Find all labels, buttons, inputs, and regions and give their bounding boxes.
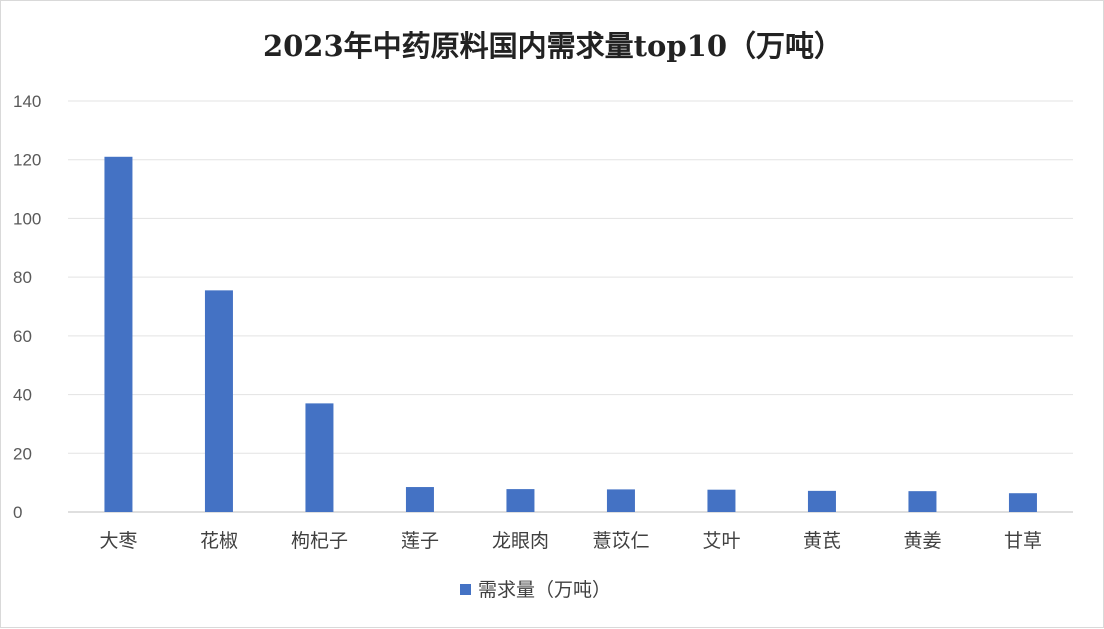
x-category-label: 甘草 [1004,530,1042,552]
x-category-label: 枸杞子 [291,530,348,552]
gridlines [68,100,1073,513]
y-tick-label: 80 [13,268,32,287]
bars [104,156,1037,512]
y-tick-label: 60 [13,327,32,346]
x-category-label: 莲子 [401,530,439,552]
y-tick-label: 120 [13,151,41,170]
y-tick-label: 0 [13,503,22,522]
x-category-label: 薏苡仁 [592,530,649,552]
y-tick-label: 100 [13,209,41,228]
x-axis-categories: 大枣 花椒 枸杞子 莲子 龙眼肉 薏苡仁 艾叶 黄芪 黄姜 甘草 [99,530,1042,552]
x-category-label: 艾叶 [702,530,740,552]
x-category-label: 黄芪 [803,530,841,552]
chart-title: 2023年中药原料国内需求量top10（万吨） [262,29,844,63]
bar[interactable] [807,490,836,512]
y-tick-label: 140 [13,92,41,111]
bar[interactable] [606,489,635,512]
bar[interactable] [908,491,937,512]
bar[interactable] [204,290,233,512]
legend-label: 需求量（万吨） [478,579,611,601]
bar[interactable] [707,489,736,512]
bar[interactable] [104,156,133,512]
legend[interactable]: 需求量（万吨） [460,579,611,601]
bar[interactable] [305,403,334,512]
x-category-label: 黄姜 [903,530,941,552]
y-tick-label: 20 [13,444,32,463]
legend-swatch [460,584,471,595]
bar[interactable] [1008,493,1037,512]
bar[interactable] [506,489,535,512]
y-axis-ticks: 0 20 40 60 80 100 120 140 [13,92,41,522]
x-category-label: 花椒 [200,530,238,552]
x-category-label: 龙眼肉 [492,530,549,552]
y-tick-label: 40 [13,386,32,405]
x-category-label: 大枣 [99,530,137,552]
bar[interactable] [405,487,434,512]
